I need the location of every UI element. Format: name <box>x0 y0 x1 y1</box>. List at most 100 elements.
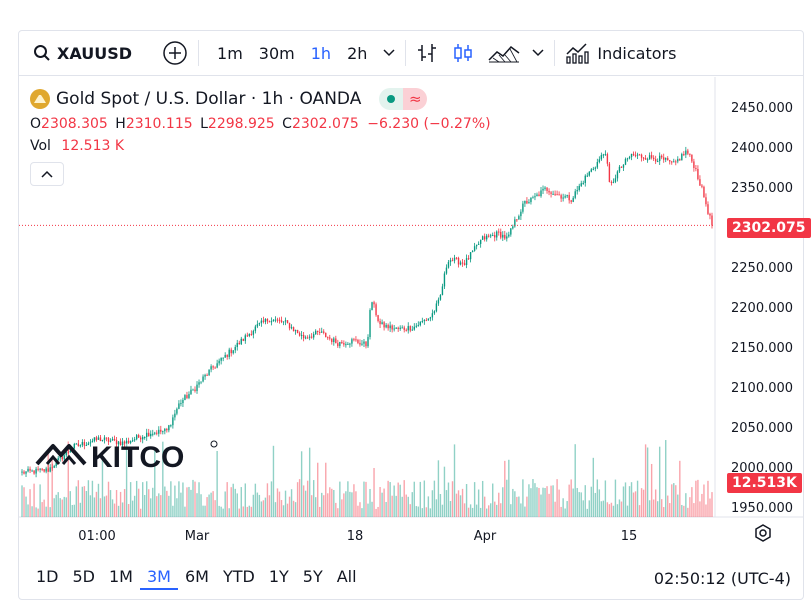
volume-bar <box>73 504 76 517</box>
candle-body <box>389 325 391 329</box>
candle-body <box>264 318 267 322</box>
volume-bar <box>355 491 357 517</box>
search-icon[interactable] <box>33 44 51 62</box>
volume-bar <box>584 485 586 517</box>
candle-body <box>630 153 633 158</box>
volume-bar <box>451 481 454 517</box>
high-value: 2310.115 <box>125 116 193 132</box>
candle-body <box>608 163 611 182</box>
collapse-legend-button[interactable] <box>30 162 64 186</box>
volume-bar <box>425 507 428 517</box>
volume-bar <box>308 447 311 517</box>
price-chart[interactable]: KITCO 2450.0002400.0002350.0002300.00022… <box>19 77 803 557</box>
x-tick-label: 01:00 <box>78 529 115 544</box>
volume-bar <box>363 481 365 517</box>
volume-bar <box>365 481 367 517</box>
candle-body <box>359 342 361 345</box>
volume-bar <box>471 507 474 517</box>
chart-settings-icon[interactable] <box>755 524 771 542</box>
volume-bar <box>675 485 677 517</box>
candle-body <box>554 193 556 195</box>
candle-body <box>53 466 55 468</box>
range-1y[interactable]: 1Y <box>268 566 289 586</box>
y-tick-label: 2400.000 <box>731 141 793 156</box>
candle-body <box>671 161 673 163</box>
candle-body <box>572 197 574 202</box>
volume-bar <box>658 446 661 517</box>
range-1d[interactable]: 1D <box>36 566 59 586</box>
volume-bar <box>236 493 238 517</box>
chevron-down-icon[interactable] <box>383 49 395 57</box>
candle-body <box>331 338 333 343</box>
candle-body <box>492 235 494 237</box>
candle-body <box>439 294 442 300</box>
interval-30m[interactable]: 30m <box>258 43 295 63</box>
add-compare-icon[interactable] <box>162 40 188 66</box>
range-5d[interactable]: 5D <box>72 566 96 586</box>
market-status-badge[interactable]: ≈ <box>379 88 428 110</box>
volume-bar <box>27 504 29 517</box>
candle-body <box>137 435 140 438</box>
candle-body <box>339 341 341 347</box>
bars-style-icon[interactable] <box>416 42 438 64</box>
candle-body <box>99 437 102 442</box>
candle-body <box>578 185 580 190</box>
candle-body <box>135 435 138 440</box>
candle-body <box>709 213 711 216</box>
candle-body <box>467 258 470 260</box>
symbol-search[interactable]: XAUUSD <box>57 43 133 63</box>
volume-bar <box>95 491 98 517</box>
chevron-up-icon <box>41 170 53 178</box>
candle-body <box>81 442 84 446</box>
range-1m[interactable]: 1M <box>109 566 133 586</box>
candle-body <box>246 335 249 337</box>
interval-1m[interactable]: 1m <box>217 43 243 63</box>
timezone-clock[interactable]: 02:50:12 (UTC-4) <box>653 568 791 588</box>
symbol-title[interactable]: Gold Spot / U.S. Dollar · 1h · OANDA <box>56 89 362 109</box>
volume-bar <box>198 482 200 517</box>
indicators-button[interactable]: Indicators <box>565 31 676 75</box>
volume-bar <box>160 495 162 517</box>
volume-bar <box>588 500 590 517</box>
candle-body <box>252 330 255 335</box>
range-6m[interactable]: 6M <box>184 566 209 586</box>
candle-body <box>550 192 552 194</box>
volume-bar <box>467 507 470 517</box>
interval-1h[interactable]: 1h <box>310 43 332 63</box>
candle-body <box>63 455 65 460</box>
area-style-icon[interactable] <box>488 43 520 63</box>
volume-bar <box>87 480 90 517</box>
toolbar-divider <box>405 40 407 66</box>
volume-bar <box>548 493 550 517</box>
volume-bar <box>379 487 381 517</box>
volume-bar <box>650 463 653 517</box>
volume-bar <box>367 503 369 517</box>
volume-bar <box>158 493 160 517</box>
candle-body <box>634 155 637 157</box>
range-ytd[interactable]: YTD <box>222 566 255 586</box>
candle-body <box>566 195 568 197</box>
volume-bar <box>357 505 359 517</box>
interval-2h[interactable]: 2h <box>347 43 368 63</box>
candle-body <box>638 154 641 156</box>
volume-bar <box>286 503 289 517</box>
volume-bar <box>393 485 395 517</box>
volume-bar <box>504 460 506 517</box>
volume-bar <box>642 489 645 517</box>
range-3m[interactable]: 3M <box>139 567 178 590</box>
volume-bar <box>435 499 438 517</box>
range-all[interactable]: All <box>336 566 357 586</box>
chevron-down-icon[interactable] <box>532 49 544 57</box>
volume-bar <box>558 489 560 517</box>
volume-bar <box>49 507 51 517</box>
candle-body <box>186 395 188 398</box>
candles-style-icon[interactable] <box>452 42 474 64</box>
candle-body <box>103 437 106 441</box>
range-5y[interactable]: 5Y <box>302 566 323 586</box>
x-tick-label: 15 <box>621 529 638 544</box>
volume-bar <box>612 505 615 517</box>
volume-bar <box>39 484 41 517</box>
volume-bar <box>572 488 574 517</box>
candle-body <box>146 432 148 438</box>
high-label: H <box>115 116 126 132</box>
